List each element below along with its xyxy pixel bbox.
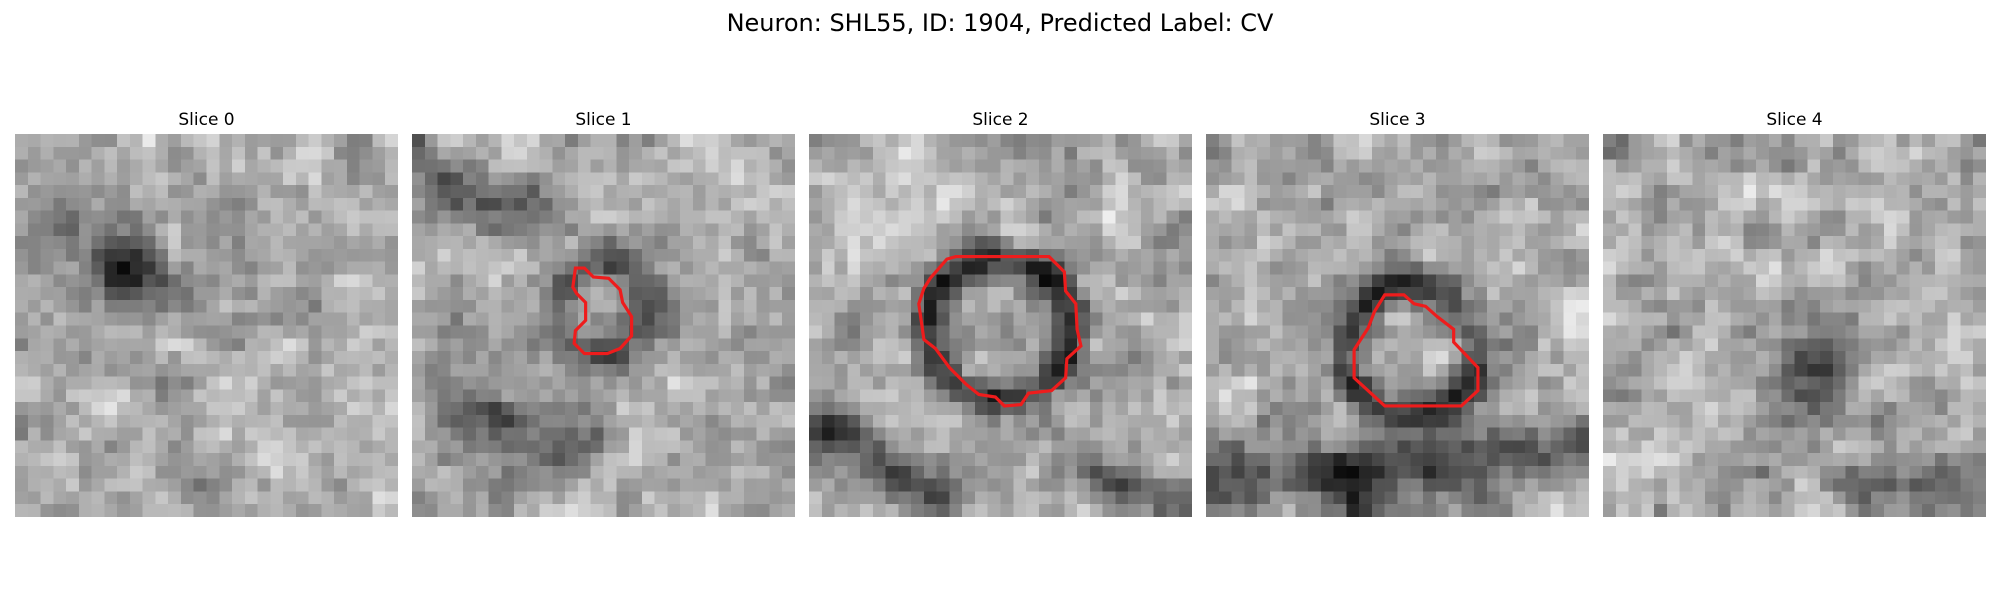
slice-title-4: Slice 4 [1766, 110, 1823, 130]
slice-image-3 [1206, 134, 1589, 517]
slice-title-3: Slice 3 [1369, 110, 1426, 130]
slice-title-1: Slice 1 [575, 110, 632, 130]
figure-title: Neuron: SHL55, ID: 1904, Predicted Label… [726, 9, 1274, 37]
roi-contour [571, 266, 634, 356]
slice-title-2: Slice 2 [972, 110, 1029, 130]
slice-image-0 [15, 134, 398, 517]
slice-image-2 [809, 134, 1192, 517]
slice-title-0: Slice 0 [178, 110, 235, 130]
slice-image-4 [1603, 134, 1986, 517]
roi-contour [1352, 293, 1480, 408]
slice-image-1 [412, 134, 795, 517]
roi-contour [917, 254, 1083, 408]
